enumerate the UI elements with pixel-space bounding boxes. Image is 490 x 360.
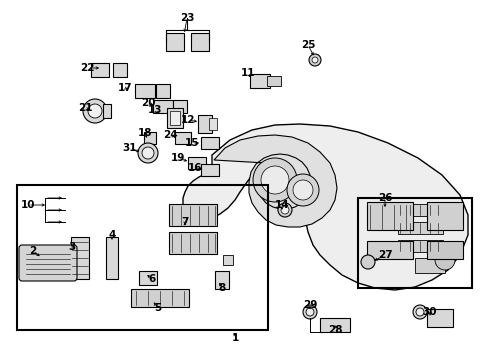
Bar: [175, 132, 191, 144]
Circle shape: [306, 308, 314, 316]
Text: 13: 13: [148, 105, 162, 115]
Bar: [397, 222, 442, 234]
Circle shape: [138, 143, 158, 163]
Circle shape: [416, 308, 424, 316]
Circle shape: [287, 174, 319, 206]
Bar: [415, 257, 445, 273]
Bar: [170, 111, 180, 125]
Bar: [169, 232, 217, 254]
Text: 3: 3: [69, 242, 75, 252]
Text: 20: 20: [141, 98, 155, 108]
Text: 2: 2: [29, 246, 37, 256]
Bar: [397, 240, 442, 252]
Text: 10: 10: [21, 200, 35, 210]
Text: 14: 14: [275, 200, 289, 210]
Text: 22: 22: [80, 63, 94, 73]
Bar: [223, 255, 233, 265]
Bar: [156, 84, 170, 98]
Text: 28: 28: [328, 325, 342, 335]
Bar: [103, 104, 111, 118]
Text: 25: 25: [301, 40, 315, 50]
Circle shape: [278, 203, 292, 217]
Bar: [71, 237, 89, 279]
Text: 5: 5: [154, 303, 162, 313]
Text: 7: 7: [181, 217, 189, 227]
Bar: [144, 132, 156, 144]
Circle shape: [281, 206, 289, 214]
Text: 4: 4: [108, 230, 116, 240]
Text: 31: 31: [123, 143, 137, 153]
Bar: [17, 185, 268, 330]
Text: 11: 11: [241, 68, 255, 78]
Bar: [250, 74, 270, 88]
Bar: [191, 33, 209, 51]
Bar: [427, 202, 463, 230]
Text: 29: 29: [303, 300, 317, 310]
Circle shape: [435, 250, 455, 270]
Bar: [397, 204, 442, 216]
Circle shape: [361, 255, 375, 269]
Bar: [215, 271, 229, 289]
Text: 1: 1: [231, 333, 239, 343]
Text: 19: 19: [171, 153, 185, 163]
Bar: [113, 63, 127, 77]
Text: 21: 21: [78, 103, 92, 113]
Text: 18: 18: [138, 128, 152, 138]
Text: 12: 12: [181, 115, 195, 125]
Circle shape: [293, 180, 313, 200]
Circle shape: [261, 166, 289, 194]
Text: 30: 30: [423, 307, 437, 317]
Bar: [91, 63, 109, 77]
Polygon shape: [183, 124, 468, 290]
Bar: [367, 202, 413, 230]
Bar: [358, 198, 472, 288]
Polygon shape: [214, 135, 337, 227]
Bar: [427, 309, 453, 327]
FancyBboxPatch shape: [19, 245, 77, 281]
Text: 6: 6: [148, 274, 156, 284]
Circle shape: [303, 305, 317, 319]
Circle shape: [253, 158, 297, 202]
Bar: [427, 241, 463, 259]
Bar: [153, 99, 173, 112]
Text: 24: 24: [163, 130, 177, 140]
Circle shape: [312, 57, 318, 63]
Circle shape: [142, 147, 154, 159]
Text: 15: 15: [185, 138, 199, 148]
Circle shape: [88, 104, 102, 118]
Text: 16: 16: [188, 163, 202, 173]
Bar: [188, 157, 206, 169]
Bar: [166, 33, 184, 51]
Bar: [201, 164, 219, 176]
Bar: [139, 271, 157, 285]
Bar: [209, 118, 217, 130]
Circle shape: [413, 305, 427, 319]
Text: 23: 23: [180, 13, 194, 23]
Bar: [169, 204, 217, 226]
Bar: [106, 237, 118, 279]
Bar: [135, 84, 155, 98]
Text: 8: 8: [219, 283, 225, 293]
Bar: [167, 108, 183, 128]
Bar: [198, 115, 212, 133]
Text: 26: 26: [378, 193, 392, 203]
Bar: [367, 241, 413, 259]
Circle shape: [83, 99, 107, 123]
Circle shape: [309, 54, 321, 66]
Bar: [173, 99, 187, 112]
Bar: [267, 76, 281, 86]
Bar: [320, 318, 350, 332]
Text: 27: 27: [378, 250, 392, 260]
Bar: [201, 137, 219, 149]
Text: 17: 17: [118, 83, 132, 93]
Bar: [131, 289, 189, 307]
